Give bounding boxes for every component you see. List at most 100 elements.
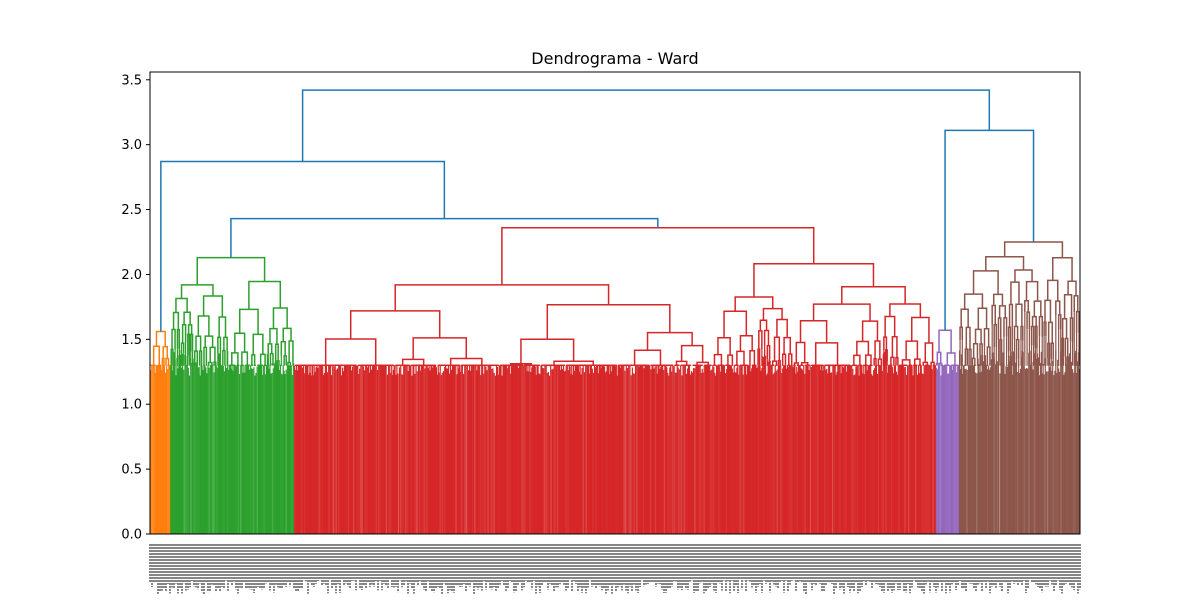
merge-link — [991, 304, 997, 325]
merge-link — [997, 317, 1002, 340]
merge-link — [777, 359, 781, 366]
top-merge-link — [944, 129, 1035, 331]
merge-link — [727, 354, 734, 366]
merge-link — [972, 270, 999, 295]
merge-link — [783, 336, 792, 355]
y-tick-label: 3.0 — [121, 138, 142, 153]
merge-link — [155, 330, 166, 347]
merge-link — [271, 363, 275, 366]
merge-link — [204, 335, 214, 348]
merge-link — [776, 318, 788, 338]
merge-link — [938, 329, 952, 353]
merge-link — [1003, 241, 1064, 258]
merge-link — [773, 336, 781, 362]
merge-link — [968, 348, 972, 366]
merge-link — [861, 320, 879, 342]
axes-border — [149, 71, 1081, 535]
merge-link — [763, 329, 770, 346]
merge-link — [1067, 280, 1077, 296]
merge-link — [964, 348, 969, 366]
merge-link — [213, 361, 217, 366]
leaf-label-band — [149, 544, 1081, 594]
merge-link — [884, 349, 888, 361]
y-tick-label: 1.5 — [121, 333, 142, 348]
cluster-5 — [958, 241, 1081, 534]
merge-link — [1033, 300, 1042, 317]
merge-link — [675, 360, 688, 366]
merge-link — [1064, 337, 1069, 357]
merge-link — [401, 358, 425, 366]
merge-link — [1025, 280, 1039, 302]
merge-link — [739, 335, 753, 352]
merge-link — [891, 336, 898, 358]
merge-link — [758, 330, 763, 350]
merge-link — [960, 308, 969, 328]
merge-link — [753, 262, 875, 297]
merge-link — [193, 350, 199, 363]
merge-link — [788, 353, 793, 366]
merge-link — [795, 341, 806, 363]
cluster-4 — [935, 329, 960, 534]
merge-link — [974, 328, 982, 344]
y-tick-label: 3.5 — [121, 73, 142, 88]
merge-link — [1047, 321, 1053, 344]
axes-frame — [149, 71, 1081, 535]
merge-link — [1038, 315, 1043, 337]
chart-title: Dendrograma - Ward — [531, 49, 698, 68]
merge-link — [938, 362, 943, 366]
y-axis: 0.0 0.5 1.0 1.5 2.0 2.5 3.0 3.5 — [121, 73, 150, 543]
merge-link — [1013, 325, 1019, 340]
y-tick-label: 2.5 — [121, 203, 142, 218]
merge-link — [1010, 281, 1020, 305]
merge-link — [1024, 300, 1029, 313]
merge-link — [1061, 318, 1068, 339]
merge-link — [1057, 314, 1062, 330]
merge-link — [1044, 299, 1052, 323]
merge-link — [999, 339, 1003, 363]
merge-link — [218, 316, 227, 338]
merge-link — [520, 338, 575, 364]
top-links — [160, 89, 1035, 332]
merge-link — [238, 308, 259, 335]
merge-link — [890, 356, 895, 366]
merge-link — [911, 316, 930, 343]
merge-link — [394, 284, 610, 311]
merge-link — [889, 303, 922, 318]
merge-link — [646, 331, 693, 351]
merge-link — [905, 340, 919, 360]
merge-link — [1015, 303, 1023, 327]
cluster-2 — [170, 256, 295, 534]
merge-link — [181, 324, 187, 344]
merge-link — [175, 297, 188, 313]
merge-link — [800, 362, 809, 366]
y-tick-label: 2.0 — [121, 268, 142, 283]
merge-link — [196, 256, 266, 285]
merge-link — [680, 344, 704, 363]
merge-link — [965, 326, 971, 350]
merge-link — [269, 327, 278, 345]
cluster-links — [149, 226, 1081, 534]
merge-link — [1020, 325, 1024, 341]
merge-link — [267, 343, 273, 354]
merge-link — [165, 357, 170, 366]
cluster-1 — [149, 330, 171, 534]
merge-link — [1069, 317, 1074, 342]
merge-link — [1073, 295, 1079, 313]
merge-link — [231, 352, 239, 366]
top-merge-link — [301, 89, 991, 162]
y-tick-label: 0.0 — [121, 528, 142, 543]
merge-link — [946, 352, 956, 366]
merge-link — [349, 310, 441, 339]
merge-link — [282, 327, 292, 342]
merge-link — [930, 361, 935, 366]
merge-link — [771, 360, 778, 366]
merge-link — [223, 336, 228, 351]
merge-link — [269, 352, 274, 365]
merge-link — [324, 338, 377, 366]
y-tick-label: 1.0 — [121, 398, 142, 413]
y-tick-label: 0.5 — [121, 463, 142, 478]
merge-link — [180, 284, 214, 299]
merge-link — [935, 362, 939, 366]
merge-link — [259, 353, 266, 366]
merge-link — [799, 320, 828, 343]
